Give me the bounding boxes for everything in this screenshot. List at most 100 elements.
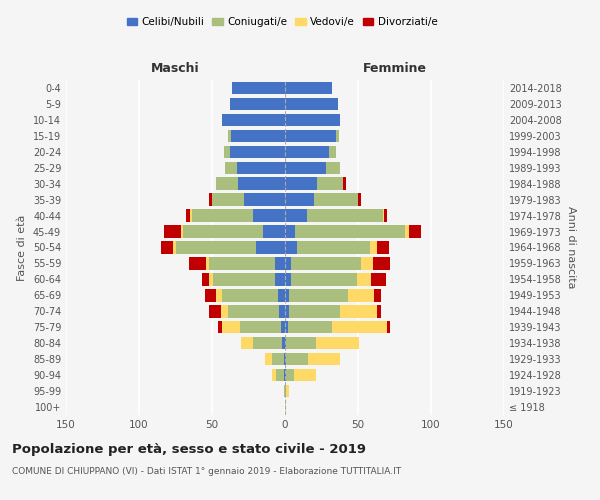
Bar	[356, 273, 371, 285]
Bar	[285, 82, 332, 94]
Bar	[214, 273, 275, 285]
Bar	[358, 194, 361, 206]
Text: Popolazione per età, sesso e stato civile - 2019: Popolazione per età, sesso e stato civil…	[12, 442, 366, 456]
Bar	[228, 305, 279, 318]
Bar	[253, 337, 282, 349]
Bar	[332, 321, 387, 334]
Bar	[285, 162, 326, 174]
Bar	[232, 82, 285, 94]
Bar	[228, 130, 231, 142]
Bar	[217, 178, 238, 190]
Bar	[295, 226, 405, 238]
Bar	[173, 242, 176, 254]
Bar	[285, 401, 286, 413]
Bar	[285, 385, 286, 398]
Bar	[275, 273, 285, 285]
Bar	[186, 210, 190, 222]
Text: Femmine: Femmine	[362, 62, 427, 75]
Bar	[230, 98, 285, 110]
Bar	[181, 226, 183, 238]
Bar	[263, 226, 285, 238]
Bar	[222, 114, 285, 126]
Bar	[371, 273, 386, 285]
Bar	[265, 353, 272, 366]
Y-axis label: Fasce di età: Fasce di età	[17, 214, 27, 280]
Bar	[286, 385, 289, 398]
Bar	[289, 289, 348, 302]
Bar	[285, 226, 295, 238]
Bar	[285, 321, 288, 334]
Bar	[329, 146, 336, 158]
Bar	[244, 194, 285, 206]
Y-axis label: Anni di nascita: Anni di nascita	[566, 206, 575, 288]
Bar	[296, 242, 370, 254]
Bar	[285, 130, 336, 142]
Bar	[326, 162, 340, 174]
Bar	[272, 369, 276, 382]
Bar	[176, 242, 256, 254]
Bar	[225, 162, 237, 174]
Text: COMUNE DI CHIUPPANO (VI) - Dati ISTAT 1° gennaio 2019 - Elaborazione TUTTITALIA.: COMUNE DI CHIUPPANO (VI) - Dati ISTAT 1°…	[12, 468, 401, 476]
Bar	[285, 289, 289, 302]
Bar	[285, 98, 338, 110]
Bar	[206, 257, 209, 270]
Bar	[278, 289, 285, 302]
Bar	[348, 289, 374, 302]
Bar	[284, 385, 285, 398]
Bar	[221, 305, 228, 318]
Bar	[253, 210, 285, 222]
Bar	[276, 369, 284, 382]
Bar	[217, 289, 222, 302]
Bar	[294, 369, 316, 382]
Bar	[377, 242, 389, 254]
Bar	[224, 146, 230, 158]
Bar	[238, 178, 285, 190]
Bar	[285, 257, 291, 270]
Bar	[383, 210, 384, 222]
Bar	[285, 146, 329, 158]
Bar	[282, 337, 285, 349]
Bar	[285, 242, 296, 254]
Bar	[231, 130, 285, 142]
Bar	[161, 242, 173, 254]
Bar	[212, 194, 244, 206]
Bar	[291, 257, 361, 270]
Bar	[237, 162, 285, 174]
Bar	[209, 194, 212, 206]
Bar	[281, 321, 285, 334]
Bar	[209, 257, 275, 270]
Bar	[288, 321, 332, 334]
Bar	[191, 210, 253, 222]
Bar	[164, 226, 181, 238]
Legend: Celibi/Nubili, Coniugati/e, Vedovi/e, Divorziati/e: Celibi/Nubili, Coniugati/e, Vedovi/e, Di…	[122, 12, 442, 31]
Bar	[340, 305, 377, 318]
Bar	[286, 337, 316, 349]
Bar	[188, 257, 206, 270]
Bar	[317, 178, 343, 190]
Bar	[409, 226, 421, 238]
Bar	[284, 369, 285, 382]
Bar	[373, 257, 390, 270]
Bar	[272, 353, 284, 366]
Bar	[387, 321, 390, 334]
Bar	[285, 369, 286, 382]
Bar	[370, 242, 377, 254]
Bar	[202, 273, 209, 285]
Bar	[241, 337, 253, 349]
Bar	[336, 130, 339, 142]
Bar	[222, 289, 278, 302]
Bar	[285, 353, 286, 366]
Bar	[285, 178, 317, 190]
Bar	[183, 226, 263, 238]
Bar	[286, 353, 308, 366]
Bar	[285, 305, 289, 318]
Bar	[279, 305, 285, 318]
Bar	[285, 210, 307, 222]
Bar	[316, 337, 359, 349]
Bar	[256, 242, 285, 254]
Bar	[314, 194, 358, 206]
Bar	[361, 257, 373, 270]
Bar	[190, 210, 191, 222]
Bar	[291, 273, 356, 285]
Bar	[240, 321, 281, 334]
